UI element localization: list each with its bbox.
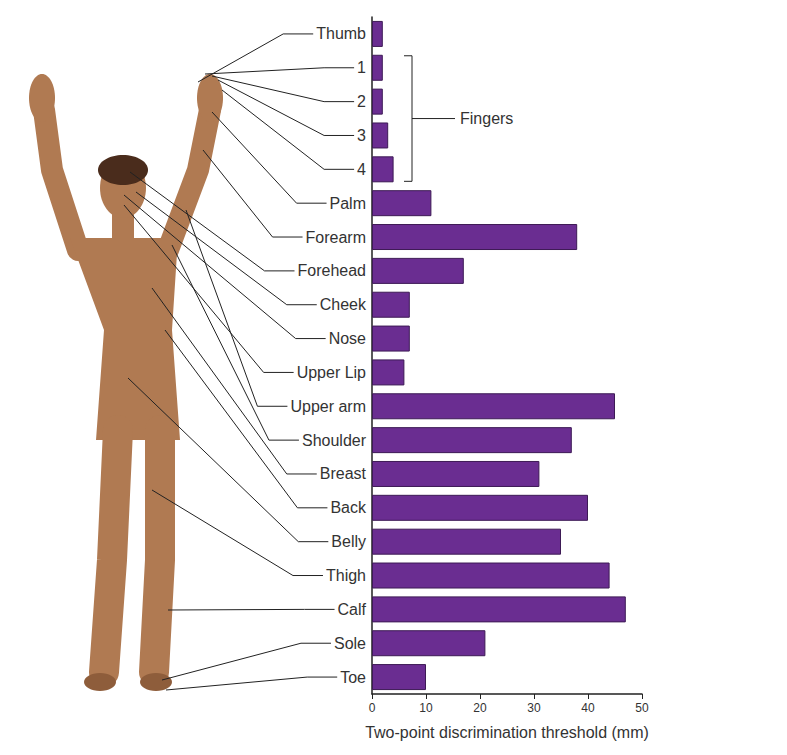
svg-text:Forehead: Forehead bbox=[298, 262, 367, 279]
svg-text:Thumb: Thumb bbox=[316, 25, 366, 42]
svg-text:20: 20 bbox=[473, 701, 487, 715]
svg-text:Belly: Belly bbox=[331, 533, 366, 550]
svg-text:Sole: Sole bbox=[334, 635, 366, 652]
svg-text:0: 0 bbox=[369, 701, 376, 715]
svg-text:Shoulder: Shoulder bbox=[302, 432, 367, 449]
svg-text:Upper Lip: Upper Lip bbox=[297, 364, 366, 381]
svg-text:Toe: Toe bbox=[340, 669, 366, 686]
svg-text:Fingers: Fingers bbox=[460, 110, 513, 127]
svg-text:3: 3 bbox=[357, 127, 366, 144]
svg-text:Breast: Breast bbox=[320, 465, 367, 482]
svg-text:Forearm: Forearm bbox=[306, 229, 366, 246]
svg-text:Back: Back bbox=[330, 499, 367, 516]
svg-text:Cheek: Cheek bbox=[320, 296, 367, 313]
svg-text:50: 50 bbox=[635, 701, 649, 715]
svg-text:10: 10 bbox=[419, 701, 433, 715]
svg-text:Calf: Calf bbox=[338, 601, 367, 618]
svg-text:4: 4 bbox=[357, 161, 366, 178]
svg-text:2: 2 bbox=[357, 93, 366, 110]
svg-text:Upper arm: Upper arm bbox=[290, 398, 366, 415]
svg-text:Nose: Nose bbox=[329, 330, 366, 347]
svg-text:1: 1 bbox=[357, 59, 366, 76]
svg-text:Palm: Palm bbox=[330, 195, 366, 212]
svg-text:30: 30 bbox=[527, 701, 541, 715]
svg-text:Thigh: Thigh bbox=[326, 567, 366, 584]
svg-text:Two-point discrimination thres: Two-point discrimination threshold (mm) bbox=[365, 724, 649, 741]
svg-text:40: 40 bbox=[581, 701, 595, 715]
